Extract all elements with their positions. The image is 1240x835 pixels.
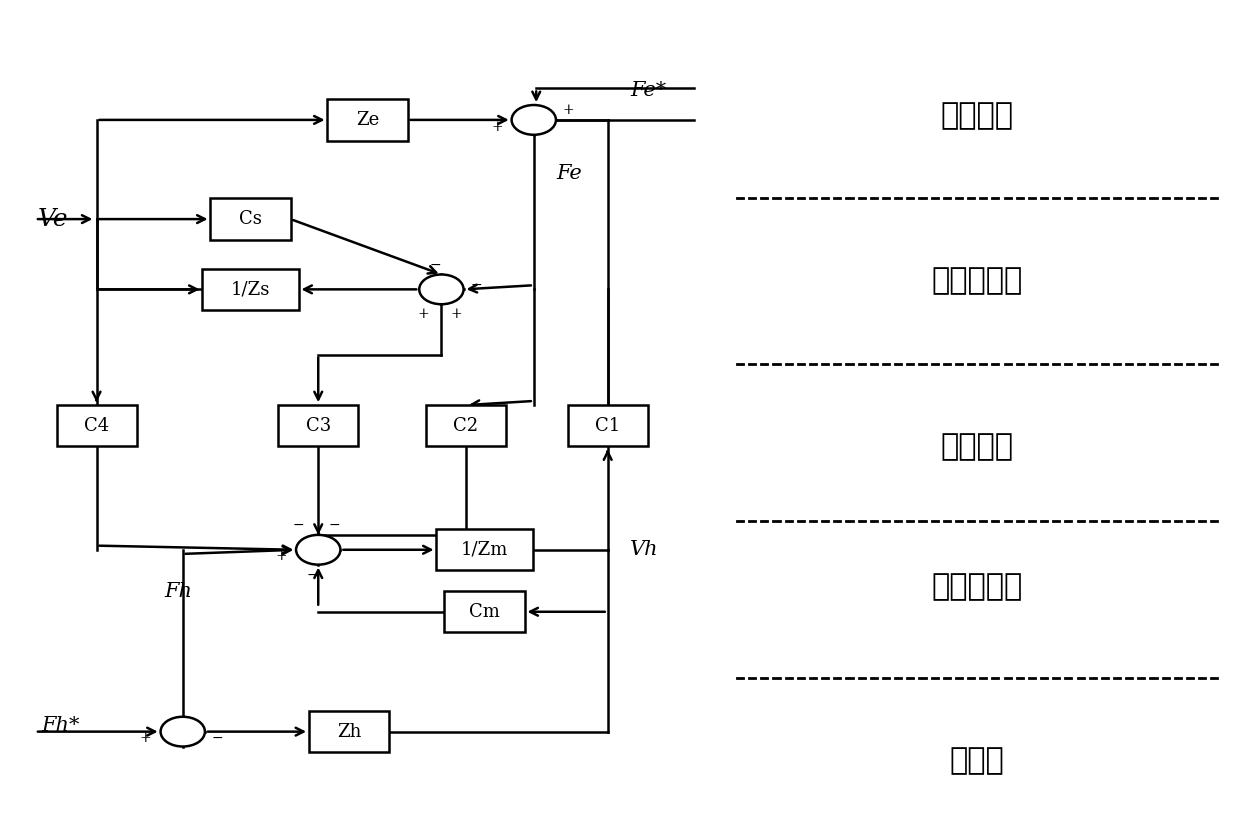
Circle shape [512,105,556,134]
Text: +: + [491,119,502,134]
Text: 从端操作臂: 从端操作臂 [931,266,1023,296]
Text: C4: C4 [84,417,109,435]
Text: Cm: Cm [469,603,500,620]
Text: −: − [306,568,317,581]
Bar [202,269,299,310]
Text: −: − [470,278,481,292]
Text: C1: C1 [595,417,620,435]
Text: Fe: Fe [556,164,582,183]
Text: −: − [429,257,441,271]
Text: +: + [450,307,463,321]
Text: 任务环境: 任务环境 [941,101,1013,130]
Text: +: + [140,731,151,746]
Bar [278,405,358,447]
Text: Ve: Ve [38,208,68,230]
Text: 通信链路: 通信链路 [941,432,1013,461]
Text: −: − [212,731,223,746]
Text: Zh: Zh [337,722,361,741]
Text: Fh*: Fh* [41,716,79,735]
Bar [57,405,136,447]
Text: 1/Zs: 1/Zs [231,281,270,298]
Circle shape [419,275,464,304]
Text: −: − [329,518,340,532]
Bar [309,711,389,752]
Text: Fh: Fh [164,582,192,600]
Text: 主手控制器: 主手控制器 [931,573,1023,601]
Text: C3: C3 [305,417,331,435]
Text: +: + [563,103,574,117]
Bar [444,591,525,632]
Text: +: + [417,307,429,321]
Bar [436,529,532,570]
Text: −: − [293,518,304,532]
Text: 1/Zm: 1/Zm [461,541,508,559]
Text: 操作者: 操作者 [950,746,1004,775]
Circle shape [161,716,205,746]
Text: Cs: Cs [239,210,262,228]
Text: Vh: Vh [630,540,658,559]
Text: +: + [275,549,288,564]
Bar [427,405,506,447]
Bar [568,405,647,447]
Bar [211,199,290,240]
Circle shape [296,535,341,564]
Text: C2: C2 [454,417,479,435]
Text: Fe*: Fe* [630,82,666,100]
Bar [327,99,408,140]
Text: Ze: Ze [356,111,379,129]
